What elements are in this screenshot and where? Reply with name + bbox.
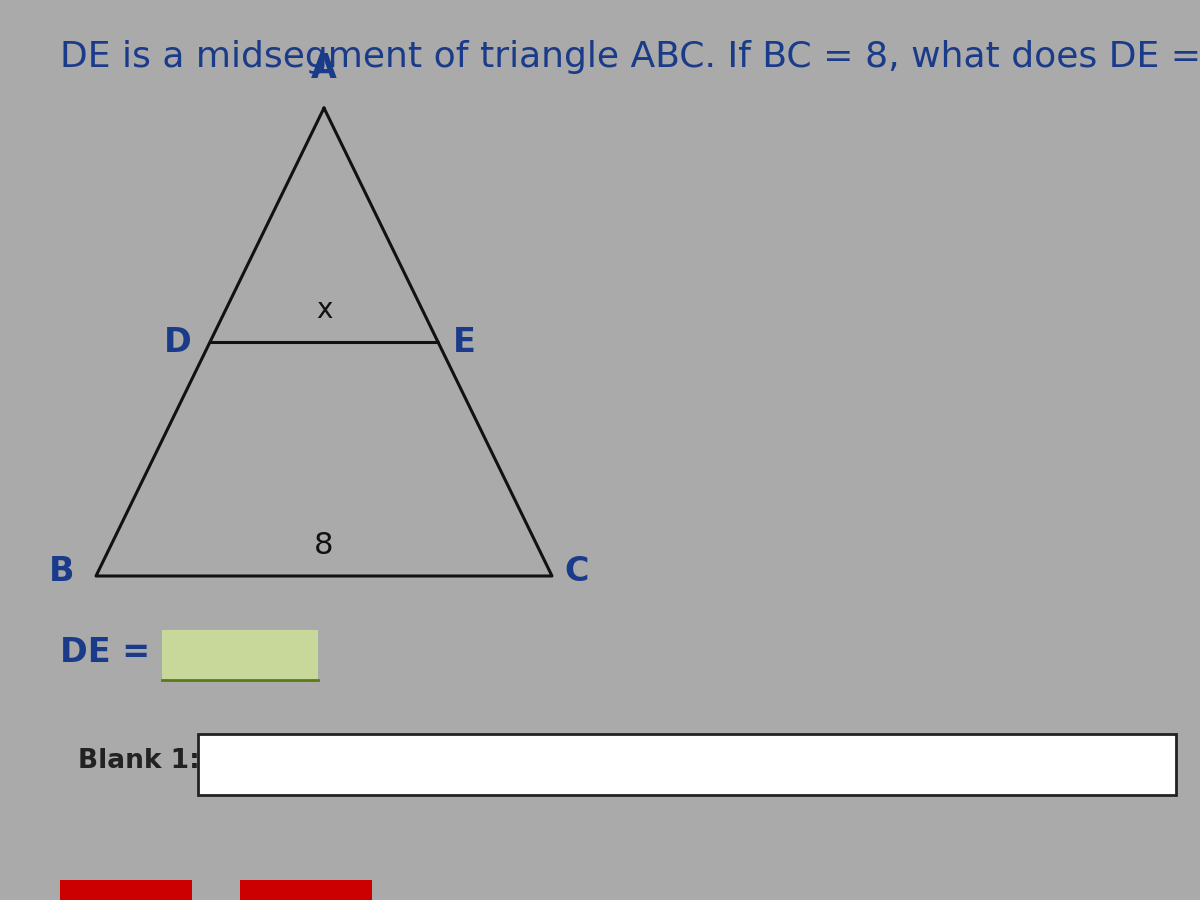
Text: B: B	[49, 555, 74, 588]
Bar	[240, 880, 372, 900]
Text: x: x	[316, 296, 332, 324]
Bar	[198, 734, 1176, 795]
Text: DE =: DE =	[60, 636, 150, 669]
Text: D: D	[164, 326, 192, 358]
Text: E: E	[452, 326, 475, 358]
Bar	[162, 630, 318, 680]
Text: 8: 8	[314, 531, 334, 560]
Bar	[60, 880, 192, 900]
Text: C: C	[564, 555, 588, 588]
Text: Blank 1:: Blank 1:	[78, 748, 199, 773]
Text: A: A	[311, 52, 337, 86]
Text: DE is a midsegment of triangle ABC. If BC = 8, what does DE = ?: DE is a midsegment of triangle ABC. If B…	[60, 40, 1200, 75]
